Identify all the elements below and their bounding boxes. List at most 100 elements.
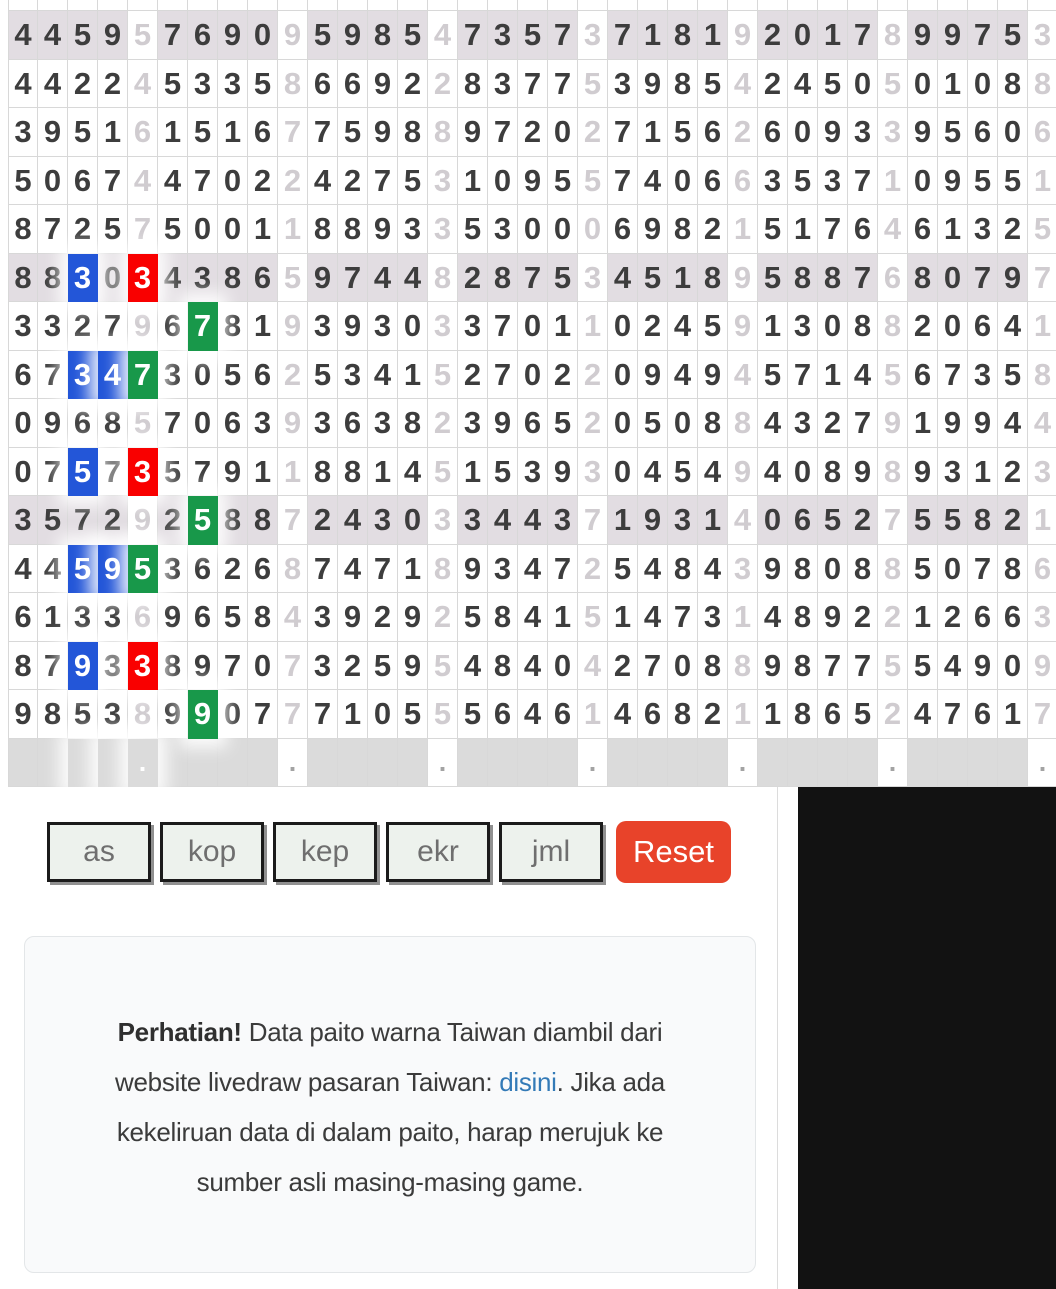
grid-cell: 3 [338, 350, 368, 399]
grid-cell: 6 [188, 11, 218, 60]
as-button[interactable]: as [47, 822, 151, 882]
grid-cell: 5 [668, 108, 698, 157]
grid-cell: 4 [1028, 399, 1056, 448]
grid-cell: 5 [788, 156, 818, 205]
grid-cell: 9 [368, 59, 398, 108]
grid-cell: 9 [188, 690, 218, 739]
grid-cell: 7 [278, 641, 308, 690]
grid-cell: 6 [908, 205, 938, 254]
grid-cell: 4 [758, 593, 788, 642]
grid-cell: 3 [128, 447, 158, 496]
livedraw-embed[interactable] [798, 787, 1056, 1289]
grid-cell [668, 738, 698, 787]
grid-cell: 8 [488, 641, 518, 690]
grid-cell: 6 [188, 593, 218, 642]
grid-cell: 5 [818, 496, 848, 545]
reset-button[interactable]: Reset [616, 821, 731, 883]
grid-cell: 8 [848, 544, 878, 593]
grid-cell: 3 [968, 350, 998, 399]
grid-cell: 7 [878, 496, 908, 545]
grid-cell: 4 [158, 253, 188, 302]
grid-cell [848, 0, 878, 11]
grid-cell: . [728, 738, 758, 787]
grid-cell: 7 [848, 11, 878, 60]
grid-cell: 3 [578, 447, 608, 496]
grid-cell: 6 [128, 593, 158, 642]
kop-button[interactable]: kop [160, 822, 264, 882]
grid-cell: 4 [998, 302, 1028, 351]
grid-cell: 4 [518, 690, 548, 739]
grid-cell: 5 [818, 59, 848, 108]
notice-card: Perhatian! Data paito warna Taiwan diamb… [24, 936, 756, 1273]
grid-cell: 4 [758, 447, 788, 496]
grid-cell: 5 [8, 156, 38, 205]
grid-cell [398, 0, 428, 11]
grid-cell: 7 [968, 11, 998, 60]
grid-cell [458, 738, 488, 787]
grid-cell: 9 [8, 690, 38, 739]
grid-cell: 5 [188, 108, 218, 157]
grid-cell: 7 [38, 205, 68, 254]
grid-cell: 6 [68, 156, 98, 205]
jml-button[interactable]: jml [499, 822, 603, 882]
grid-cell: 8 [458, 59, 488, 108]
grid-cell: 1 [1028, 302, 1056, 351]
grid-cell: 0 [398, 302, 428, 351]
grid-cell: 7 [248, 690, 278, 739]
grid-cell: 8 [368, 11, 398, 60]
grid-cell: 7 [98, 302, 128, 351]
grid-cell: 4 [398, 447, 428, 496]
grid-cell: 7 [98, 156, 128, 205]
grid-cell: 7 [668, 593, 698, 642]
notice-text-after-link: . Jika ada kekeliruan data di dalam pait… [116, 1067, 665, 1197]
grid-cell [818, 0, 848, 11]
grid-cell: 6 [68, 399, 98, 448]
grid-cell: 8 [8, 205, 38, 254]
grid-cell: 3 [668, 496, 698, 545]
grid-cell: . [128, 738, 158, 787]
grid-cell: 1 [908, 399, 938, 448]
grid-cell: 4 [608, 253, 638, 302]
grid-cell: 5 [758, 205, 788, 254]
grid-cell: 0 [788, 447, 818, 496]
grid-cell: 6 [968, 593, 998, 642]
grid-cell: 3 [248, 399, 278, 448]
grid-cell: 0 [608, 350, 638, 399]
grid-cell: 2 [278, 156, 308, 205]
grid-cell: 3 [188, 253, 218, 302]
ekr-button[interactable]: ekr [386, 822, 490, 882]
grid-cell: 1 [278, 447, 308, 496]
grid-cell: 1 [638, 108, 668, 157]
grid-cell: 8 [428, 544, 458, 593]
grid-cell: 5 [758, 253, 788, 302]
grid-cell: 7 [608, 108, 638, 157]
grid-cell: 5 [218, 593, 248, 642]
grid-cell: 5 [518, 11, 548, 60]
grid-cell: 2 [68, 205, 98, 254]
disini-link[interactable]: disini [499, 1067, 557, 1097]
grid-cell: 1 [98, 108, 128, 157]
grid-cell: 9 [638, 205, 668, 254]
grid-cell: . [578, 738, 608, 787]
grid-cell: 0 [368, 690, 398, 739]
grid-cell: 7 [368, 156, 398, 205]
grid-cell: 9 [1028, 641, 1056, 690]
grid-cell: 7 [278, 690, 308, 739]
grid-cell: 5 [488, 447, 518, 496]
grid-cell: 1 [278, 205, 308, 254]
grid-cell: 4 [788, 59, 818, 108]
grid-cell: 0 [8, 399, 38, 448]
grid-cell: 4 [488, 496, 518, 545]
grid-cell: 5 [218, 350, 248, 399]
grid-cell: 1 [458, 447, 488, 496]
grid-cell: 6 [1028, 544, 1056, 593]
kep-button[interactable]: kep [273, 822, 377, 882]
grid-cell: 1 [608, 593, 638, 642]
grid-cell: 0 [608, 399, 638, 448]
grid-cell: 9 [398, 593, 428, 642]
grid-cell: 5 [938, 496, 968, 545]
